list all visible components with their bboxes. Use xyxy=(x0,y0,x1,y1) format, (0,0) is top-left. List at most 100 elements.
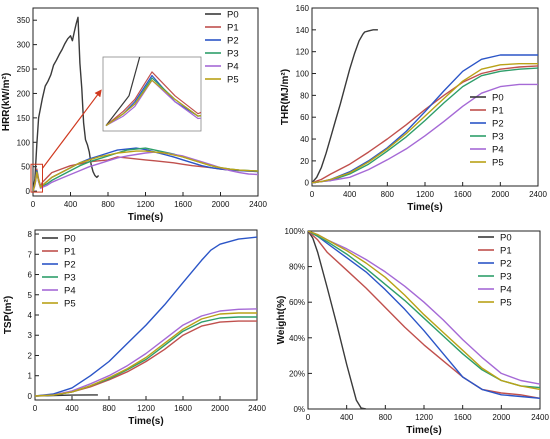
series-line-p5 xyxy=(33,150,258,192)
y-tick-label: 2 xyxy=(28,351,33,360)
series-group xyxy=(312,29,538,184)
y-tick-label: 0 xyxy=(26,187,31,196)
x-tick-label: 800 xyxy=(379,413,393,422)
y-tick-label: 40% xyxy=(289,334,305,343)
zoom-region-box xyxy=(30,163,43,193)
y-tick-label: 140 xyxy=(296,26,310,35)
chart-hrr: 0 400 800 1200 1600 2000 2400 0 50 100 150 200 250 30… xyxy=(1,7,267,223)
x-tick-label: 2000 xyxy=(492,413,510,422)
inset-series-group xyxy=(105,57,201,127)
y-tick-label: 120 xyxy=(296,48,310,57)
series-line-p2 xyxy=(308,231,540,399)
legend-label: P2 xyxy=(227,36,239,47)
series-line-p4 xyxy=(35,308,257,397)
zoom-arrow xyxy=(42,89,102,169)
x-tick-label: 2400 xyxy=(529,190,547,199)
series-line-p0 xyxy=(312,29,378,184)
y-tick-label: 350 xyxy=(17,16,31,25)
legend-label: P2 xyxy=(64,260,76,271)
x-tick-label: 1600 xyxy=(454,413,472,422)
y-tick-label: 20 xyxy=(300,157,309,166)
x-tick-label: 400 xyxy=(65,404,79,413)
y-tick-label: 100% xyxy=(285,227,305,236)
x-tick-label: 1600 xyxy=(454,190,472,199)
series-group xyxy=(35,236,257,397)
legend-label: P5 xyxy=(492,158,504,169)
legend-label: P5 xyxy=(227,75,239,86)
legend-label: P0 xyxy=(500,233,512,244)
legend: P0 P1 P2 P3 P4 P5 xyxy=(205,10,239,86)
x-tick-label: 400 xyxy=(343,190,357,199)
legend-label: P3 xyxy=(492,132,504,143)
x-tick-label: 800 xyxy=(102,404,116,413)
y-tick-label: 250 xyxy=(17,65,31,74)
series-line-p3 xyxy=(35,316,257,397)
y-tick-label: 3 xyxy=(28,331,33,340)
legend: P0 P1 P2 P3 P4 P5 xyxy=(478,233,512,309)
y-tick-label: 300 xyxy=(17,41,31,50)
legend-label: P3 xyxy=(500,272,512,283)
x-axis-title: Time(s) xyxy=(406,425,441,436)
y-tick-label: 8 xyxy=(28,230,33,239)
x-tick-label: 2000 xyxy=(211,404,229,413)
chart-weight: 0 400 800 1200 1600 2000 2400 0% 20% 40% 60% 80% 100… xyxy=(276,227,549,436)
series-line-p4 xyxy=(33,151,258,192)
series-line-p1 xyxy=(308,231,540,399)
x-axis-title: Time(s) xyxy=(128,416,163,427)
x-tick-label: 1200 xyxy=(415,413,433,422)
series-line-p1 xyxy=(35,320,257,397)
inset-line-p5 xyxy=(105,79,201,127)
y-axis-title: HRR(kW/m²) xyxy=(1,73,12,131)
series-line-p0 xyxy=(33,16,100,192)
y-tick-label: 0 xyxy=(28,392,33,401)
x-tick-label: 0 xyxy=(310,190,315,199)
legend-label: P3 xyxy=(64,273,76,284)
legend-label: P5 xyxy=(500,298,512,309)
inset-line-p1 xyxy=(105,71,201,127)
y-axis-title: Weight(%) xyxy=(276,296,287,345)
legend-label: P0 xyxy=(227,10,239,21)
y-tick-label: 60 xyxy=(300,113,309,122)
x-tick-label: 1200 xyxy=(416,190,434,199)
legend-label: P1 xyxy=(492,106,504,117)
series-line-p2 xyxy=(312,54,538,184)
legend-label: P1 xyxy=(64,247,76,258)
series-line-p5 xyxy=(35,312,257,397)
legend-label: P1 xyxy=(500,246,512,257)
y-tick-label: 4 xyxy=(28,311,33,320)
legend-label: P2 xyxy=(500,259,512,270)
series-line-p1 xyxy=(312,65,538,184)
inset-line-p4 xyxy=(105,79,201,127)
y-tick-label: 6 xyxy=(28,271,33,280)
x-tick-label: 800 xyxy=(101,200,115,209)
x-tick-label: 0 xyxy=(306,413,311,422)
x-tick-label: 2000 xyxy=(212,200,230,209)
y-tick-label: 0 xyxy=(305,179,310,188)
series-line-p1 xyxy=(33,156,258,192)
chart-thr: 0 400 800 1200 1600 2000 2400 0 20 40 60 80 100 120 14… xyxy=(280,4,547,213)
y-tick-label: 150 xyxy=(17,114,31,123)
legend-label: P4 xyxy=(500,285,512,296)
x-tick-label: 400 xyxy=(64,200,78,209)
series-group xyxy=(33,16,258,192)
legend: P0 P1 P2 P3 P4 P5 xyxy=(470,93,504,169)
series-line-p2 xyxy=(35,236,257,397)
x-tick-label: 2400 xyxy=(531,413,549,422)
legend-label: P0 xyxy=(492,93,504,104)
x-tick-label: 2400 xyxy=(248,404,266,413)
legend-label: P5 xyxy=(64,299,76,310)
series-line-p4 xyxy=(312,83,538,184)
x-axis-title: Time(s) xyxy=(407,202,442,213)
legend-label: P4 xyxy=(227,62,239,73)
y-axis-title: TSP(m²) xyxy=(3,296,14,334)
y-tick-label: 50 xyxy=(21,163,30,172)
legend: P0 P1 P2 P3 P4 P5 xyxy=(42,234,76,310)
x-tick-label: 2400 xyxy=(249,200,267,209)
legend-label: P1 xyxy=(227,23,239,34)
y-tick-label: 0% xyxy=(293,405,305,414)
series-line-p5 xyxy=(312,63,538,184)
x-tick-label: 800 xyxy=(381,190,395,199)
x-tick-label: 1600 xyxy=(174,404,192,413)
legend-label: P4 xyxy=(64,286,76,297)
legend-label: P3 xyxy=(227,49,239,60)
